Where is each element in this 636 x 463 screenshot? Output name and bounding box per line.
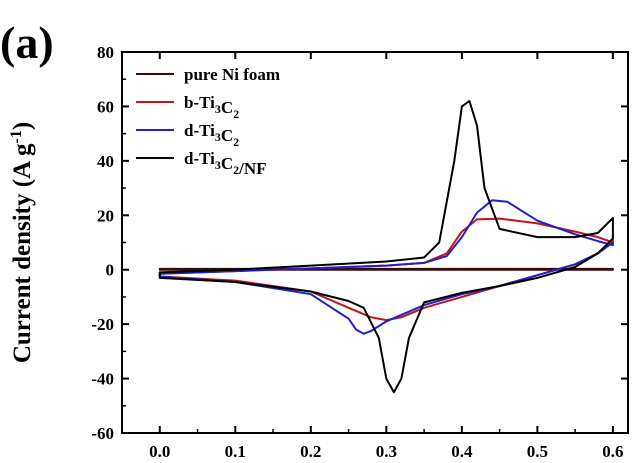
legend-label: b-Ti3C2 — [184, 93, 239, 121]
y-tick-label: 60 — [97, 97, 114, 116]
x-tick-label: 0.3 — [376, 442, 397, 461]
axes: 0.0 0.1 0.2 0.3 0.4 0.5 0.6 -60 -40 -20 0 20 40 60 80 — [91, 43, 629, 461]
legend-label: d-Ti3C2 — [184, 121, 239, 149]
legend-label: pure Ni foam — [184, 65, 280, 84]
y-tick-label: 80 — [97, 43, 114, 62]
legend-label: d-Ti3C2/NF — [184, 149, 267, 178]
series-line-3 — [158, 100, 614, 394]
x-tick-label: 0.1 — [225, 442, 246, 461]
y-tick-label: 20 — [97, 206, 114, 225]
y-tick-label: 0 — [106, 261, 115, 280]
y-tick-label: -20 — [91, 315, 114, 334]
x-tick-label: 0.6 — [602, 442, 623, 461]
y-tick-label: -60 — [91, 424, 114, 443]
x-tick-label: 0.2 — [300, 442, 321, 461]
series-line-2 — [158, 199, 614, 335]
x-tick-label: 0.0 — [149, 442, 170, 461]
series-layer — [158, 100, 614, 394]
y-tick-label: 40 — [97, 152, 114, 171]
panel-label: (a) — [0, 17, 54, 68]
y-axis-title: Current density (A g-1) — [8, 122, 36, 363]
x-tick-label: 0.4 — [451, 442, 473, 461]
x-tick-label: 0.5 — [527, 442, 548, 461]
y-tick-label: -40 — [91, 370, 114, 389]
